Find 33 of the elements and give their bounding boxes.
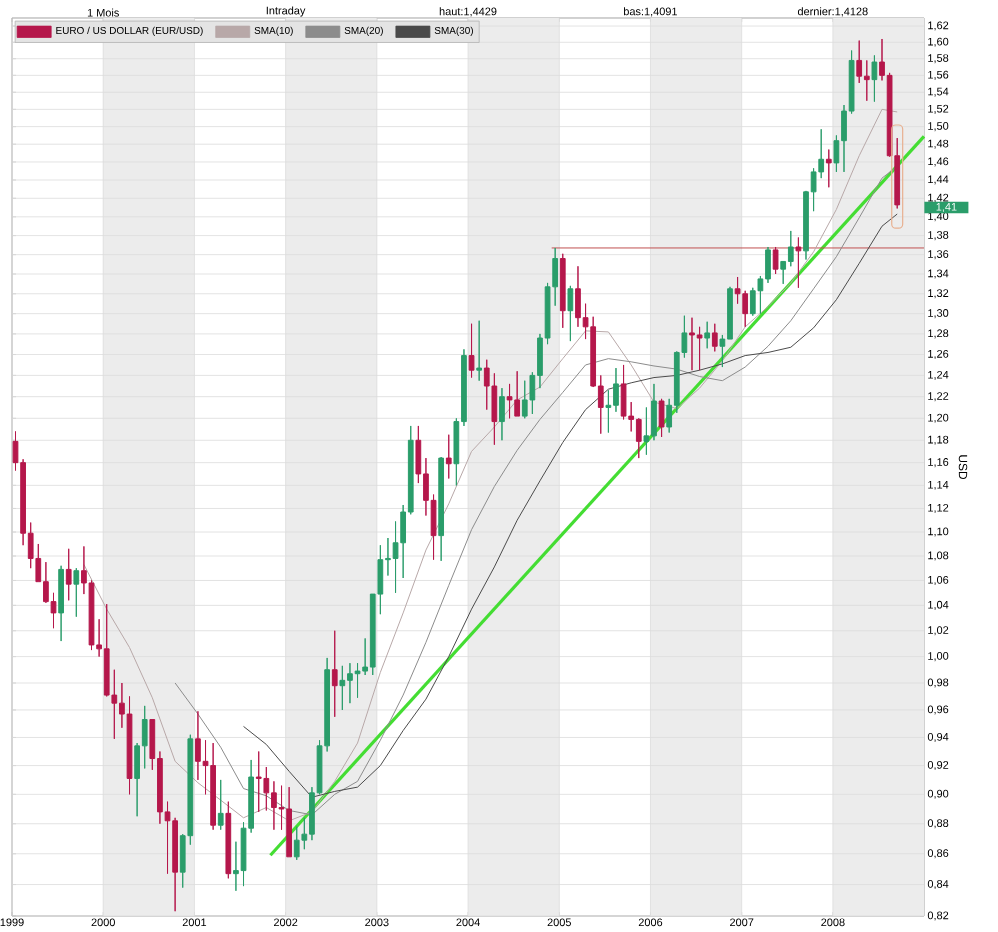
- line-series: [174, 165, 898, 816]
- candlestick: [286, 786, 292, 858]
- candlestick: [58, 565, 64, 642]
- candlestick: [255, 750, 262, 813]
- candlestick: [331, 630, 338, 718]
- candlestick: [696, 326, 703, 371]
- line-series: [243, 213, 898, 798]
- candlestick: [499, 387, 505, 441]
- candlestick: [347, 662, 353, 704]
- candlestick: [772, 246, 779, 275]
- candlestick: [438, 456, 445, 562]
- candlestick: [704, 321, 711, 349]
- candlestick: [559, 253, 566, 329]
- candlestick: [217, 779, 224, 831]
- candlestick: [339, 665, 346, 711]
- candlestick: [658, 398, 665, 438]
- candlestick: [65, 548, 72, 601]
- candlestick: [225, 801, 232, 879]
- candlestick: [445, 434, 452, 479]
- candlestick: [73, 567, 80, 618]
- candlestick: [476, 320, 483, 382]
- candlestick: [514, 370, 521, 417]
- candlestick: [210, 742, 216, 831]
- candlestick: [795, 236, 802, 289]
- candlestick: [567, 285, 574, 342]
- candlestick: [825, 149, 832, 188]
- line-series: [83, 108, 898, 822]
- candlestick: [871, 54, 878, 103]
- candlestick: [689, 317, 695, 371]
- candlestick: [293, 826, 300, 861]
- candlestick: [521, 380, 528, 419]
- candlestick: [711, 323, 718, 352]
- candlestick: [468, 323, 475, 379]
